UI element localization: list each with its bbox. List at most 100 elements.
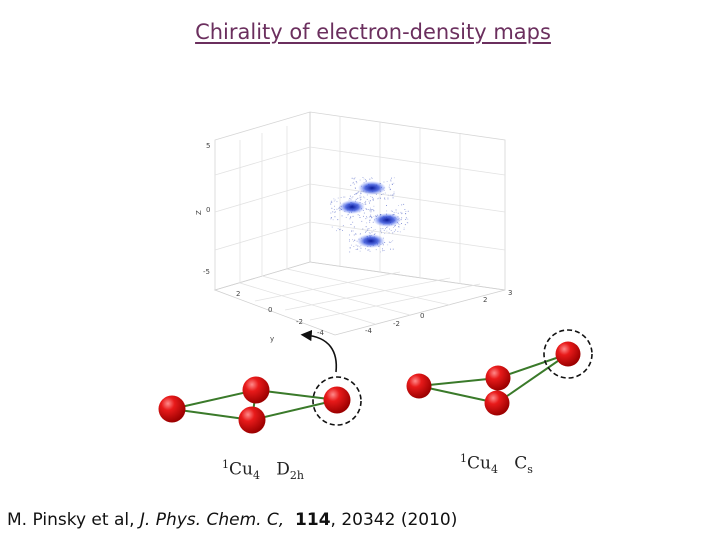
density-point bbox=[330, 201, 332, 203]
density-point bbox=[393, 231, 395, 233]
density-point bbox=[405, 213, 407, 215]
x-tick: 2 bbox=[483, 296, 487, 304]
density-point bbox=[373, 215, 375, 217]
density-point bbox=[368, 200, 370, 202]
density-point bbox=[387, 197, 389, 199]
density-point bbox=[405, 211, 407, 212]
density-point bbox=[397, 212, 399, 214]
x-tick: 3 bbox=[508, 289, 512, 297]
molecule-left bbox=[158, 376, 362, 434]
density-point bbox=[370, 211, 372, 213]
density-point bbox=[403, 203, 405, 205]
density-point bbox=[352, 230, 354, 232]
density-point bbox=[337, 197, 339, 199]
density-point bbox=[359, 197, 361, 199]
density-point bbox=[338, 207, 340, 209]
density-point bbox=[336, 201, 338, 203]
density-point bbox=[392, 194, 394, 196]
density-point bbox=[371, 216, 373, 218]
density-plot bbox=[213, 111, 506, 336]
density-point bbox=[369, 219, 371, 221]
density-point bbox=[373, 198, 374, 200]
density-point bbox=[385, 228, 386, 230]
density-point bbox=[388, 232, 390, 234]
density-point bbox=[360, 192, 362, 194]
density-point bbox=[333, 198, 335, 200]
density-point bbox=[369, 215, 371, 217]
density-point bbox=[369, 178, 371, 180]
density-point bbox=[352, 196, 354, 198]
density-point bbox=[388, 187, 390, 189]
density-point bbox=[368, 209, 370, 210]
density-point bbox=[380, 230, 382, 232]
molecule-right bbox=[406, 329, 593, 416]
density-point bbox=[406, 222, 408, 223]
density-point bbox=[330, 218, 332, 220]
density-point bbox=[355, 244, 357, 246]
density-point bbox=[331, 207, 333, 209]
density-point bbox=[343, 196, 345, 198]
density-point bbox=[401, 223, 402, 224]
density-point bbox=[391, 177, 392, 179]
density-point bbox=[370, 214, 372, 216]
density-point bbox=[364, 197, 366, 199]
density-point bbox=[372, 199, 374, 201]
density-point bbox=[355, 249, 357, 250]
y-axis-label: y bbox=[270, 335, 274, 343]
density-blobs bbox=[339, 181, 401, 248]
density-point bbox=[382, 244, 384, 246]
density-point bbox=[331, 201, 333, 203]
density-point bbox=[366, 217, 368, 219]
density-point bbox=[399, 231, 401, 233]
density-point bbox=[370, 216, 372, 218]
density-point bbox=[337, 228, 339, 230]
density-point bbox=[368, 249, 370, 251]
density-point bbox=[359, 215, 360, 216]
density-point bbox=[338, 208, 340, 210]
density-point bbox=[370, 209, 372, 211]
density-point bbox=[404, 224, 406, 226]
z-tick: 0 bbox=[206, 206, 210, 214]
density-point bbox=[369, 216, 371, 217]
density-point bbox=[342, 225, 344, 227]
density-point bbox=[351, 244, 352, 246]
density-point bbox=[370, 196, 372, 197]
atom bbox=[406, 373, 432, 399]
density-point bbox=[389, 184, 390, 186]
density-point bbox=[349, 195, 351, 197]
density-point bbox=[407, 218, 409, 220]
density-point bbox=[380, 228, 382, 230]
density-point bbox=[394, 225, 396, 227]
density-point bbox=[330, 212, 332, 214]
density-point bbox=[386, 210, 388, 212]
density-point bbox=[362, 177, 364, 178]
density-point bbox=[371, 210, 372, 212]
density-point bbox=[368, 216, 370, 218]
density-point bbox=[365, 200, 367, 202]
density-point bbox=[393, 227, 394, 228]
density-point bbox=[353, 234, 355, 236]
density-point bbox=[372, 198, 374, 200]
density-point bbox=[330, 217, 332, 219]
density-point bbox=[365, 231, 366, 233]
density-point bbox=[374, 229, 376, 230]
density-point bbox=[403, 229, 405, 230]
density-point bbox=[359, 217, 361, 218]
y-tick: -2 bbox=[296, 318, 303, 326]
x-tick: 0 bbox=[420, 312, 424, 320]
density-point bbox=[358, 191, 360, 193]
density-point bbox=[401, 212, 403, 214]
density-point bbox=[381, 194, 383, 195]
density-point bbox=[367, 228, 369, 230]
density-point bbox=[369, 210, 371, 212]
density-point bbox=[351, 177, 353, 179]
density-point bbox=[349, 239, 350, 241]
density-point bbox=[386, 205, 387, 206]
density-point bbox=[333, 200, 335, 202]
density-point bbox=[380, 251, 381, 253]
density-point bbox=[400, 219, 402, 221]
density-point bbox=[384, 197, 386, 199]
density-point bbox=[349, 218, 351, 220]
density-point bbox=[353, 181, 354, 183]
